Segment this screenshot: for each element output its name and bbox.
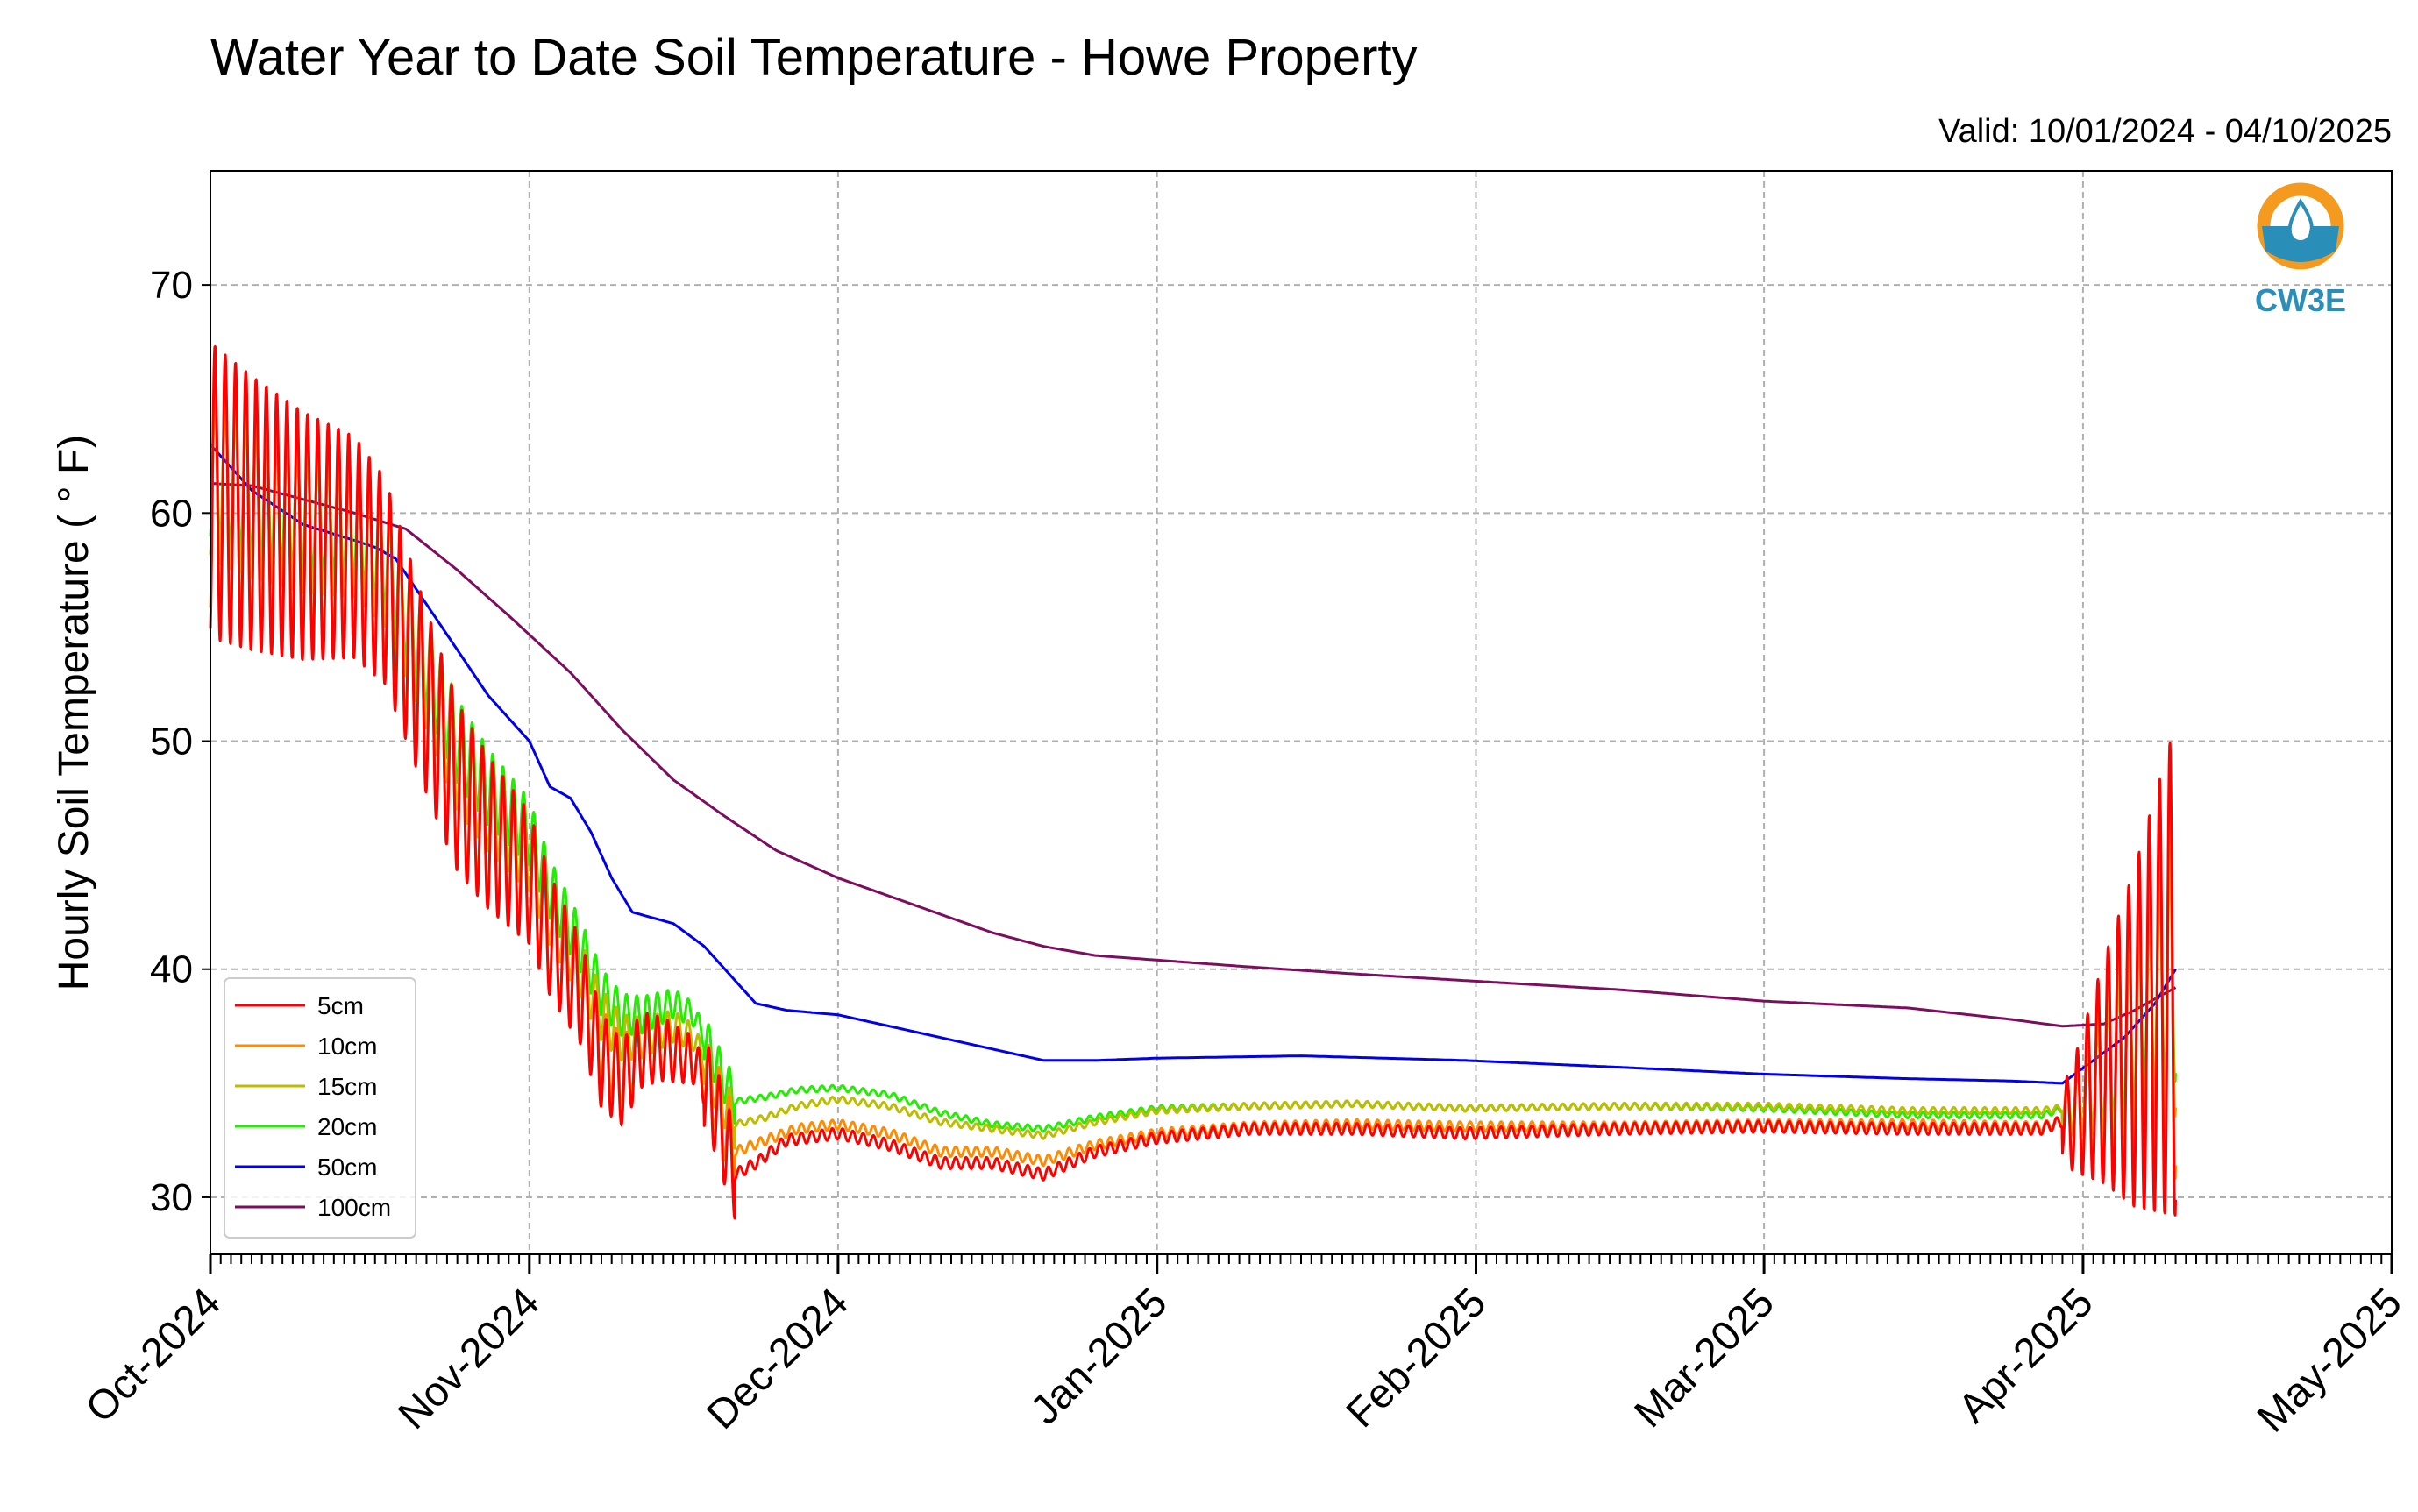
legend-label-100cm: 100cm [317,1194,391,1221]
y-tick-label: 50 [150,721,193,763]
series-lines [209,345,2177,1220]
legend-label-10cm: 10cm [317,1033,377,1060]
y-axis: 30 40 50 60 70 [150,264,210,1219]
y-tick-label: 30 [150,1176,193,1219]
logo-drop-icon [2287,198,2314,244]
logo-water-icon [2262,226,2339,262]
chart-valid-range: Valid: 10/01/2024 - 04/10/2025 [1938,113,2392,150]
chart-title: Water Year to Date Soil Temperature - Ho… [210,29,1418,86]
series-line-5cm [209,345,2177,1220]
legend-label-5cm: 5cm [317,992,364,1019]
legend-label-20cm: 20cm [317,1113,377,1140]
y-tick-label: 70 [150,264,193,307]
legend-label-50cm: 50cm [317,1154,377,1181]
legend-label-15cm: 15cm [317,1073,377,1100]
y-tick-label: 60 [150,492,193,535]
legend: 5cm 10cm 15cm 20cm 50cm 100cm [224,977,416,1239]
series-line-100cm [210,482,2177,1028]
y-axis-label: Hourly Soil Temperature ( ° F) [51,435,97,991]
logo-text: CW3E [2255,282,2346,318]
series-line-50cm [209,444,2177,1085]
legend-box [224,977,416,1239]
y-tick-label: 40 [150,948,193,991]
cw3e-logo: CW3E [2255,182,2346,318]
